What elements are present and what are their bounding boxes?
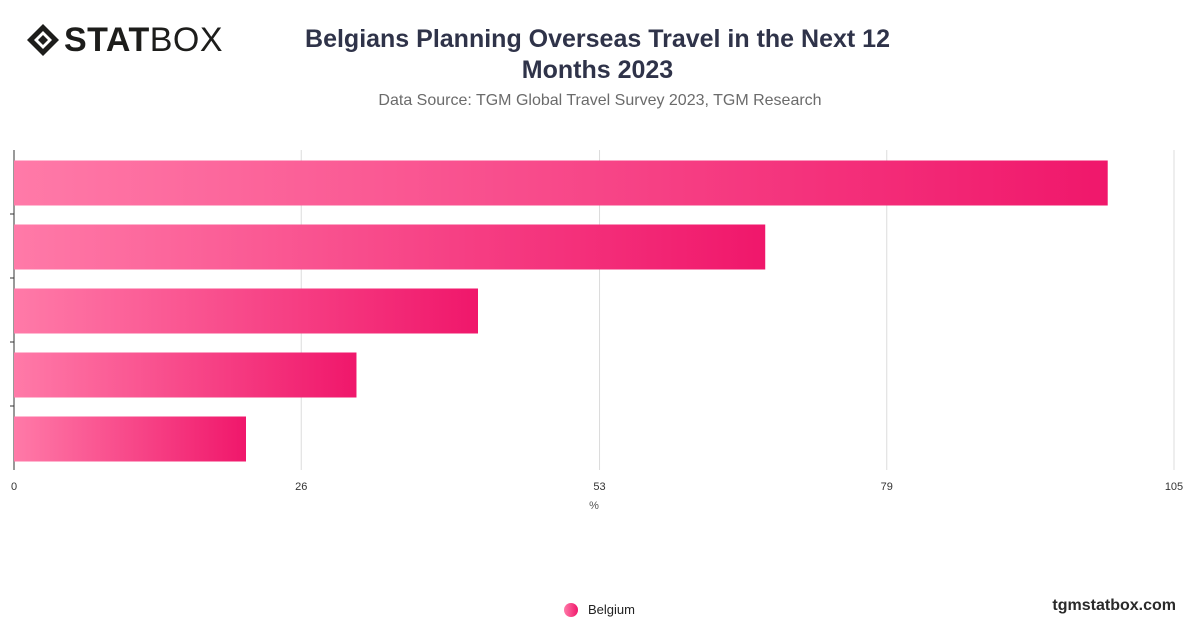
chart-title: Belgians Planning Overseas Travel in the… <box>305 25 890 84</box>
bar <box>14 288 478 334</box>
bar <box>14 416 246 462</box>
x-tick-label: 105 <box>1165 481 1183 493</box>
legend-label: Belgium <box>588 602 635 617</box>
logo-wordmark: STATBOX <box>64 22 223 58</box>
bar-chart: 0 26 53 79 105% <box>10 150 1183 512</box>
x-tick-label: 79 <box>881 481 893 493</box>
chart-subtitle: Data Source: TGM Global Travel Survey 20… <box>378 92 822 109</box>
statbox-logo: STATBOX <box>26 22 223 58</box>
bar <box>14 224 766 270</box>
logo-wordmark-bold: STAT <box>64 21 150 59</box>
bar <box>14 160 1108 206</box>
x-tick-label: 53 <box>593 481 605 493</box>
chart-legend[interactable]: Belgium <box>564 602 635 617</box>
bar <box>14 352 357 398</box>
x-tick-label: 0 <box>11 481 17 493</box>
x-tick-label: 26 <box>295 481 307 493</box>
x-axis-label: % <box>589 500 599 512</box>
legend-swatch <box>564 602 578 617</box>
watermark: tgmstatbox.com <box>1052 597 1176 614</box>
logo-wordmark-light: BOX <box>149 21 224 59</box>
statbox-diamond-icon <box>27 24 59 56</box>
